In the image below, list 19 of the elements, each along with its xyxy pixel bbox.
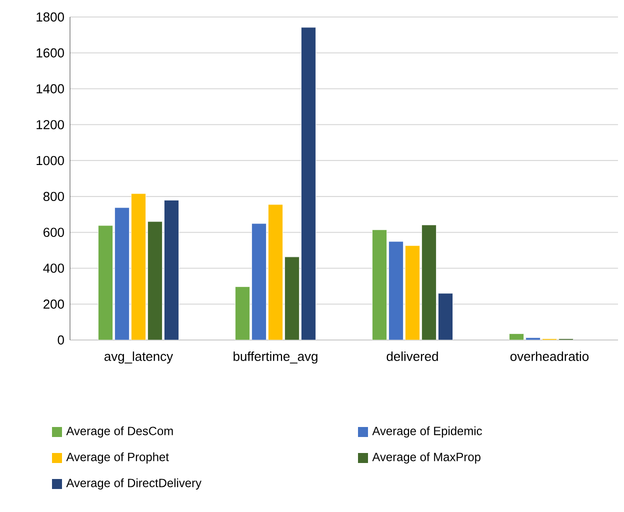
legend-label: Average of Prophet — [66, 452, 169, 464]
x-tick-label: buffertime_avg — [234, 351, 318, 364]
legend-label: Average of MaxProp — [372, 452, 480, 464]
y-tick-label: 1800 — [36, 12, 64, 22]
x-tick-label: delivered — [386, 351, 438, 361]
y-tick-label: 1600 — [36, 48, 64, 58]
x-tick-label: overheadratio — [510, 351, 589, 361]
legend-label: Average of DesCom — [66, 426, 173, 438]
y-tick-label: 600 — [44, 228, 64, 237]
legend-label: Average of DirectDelivery — [66, 478, 202, 490]
y-tick-label: 1000 — [36, 156, 64, 166]
y-tick-label: 0 — [58, 335, 64, 345]
legend-label: Average of Epidemic — [372, 426, 482, 438]
y-tick-label: 200 — [44, 300, 64, 309]
y-tick-label: 1400 — [36, 84, 64, 94]
y-tick-label: 400 — [43, 264, 64, 273]
y-tick-label: 800 — [43, 192, 64, 202]
y-tick-label: 1200 — [36, 120, 64, 130]
x-tick-label: avg_latency — [104, 351, 174, 364]
